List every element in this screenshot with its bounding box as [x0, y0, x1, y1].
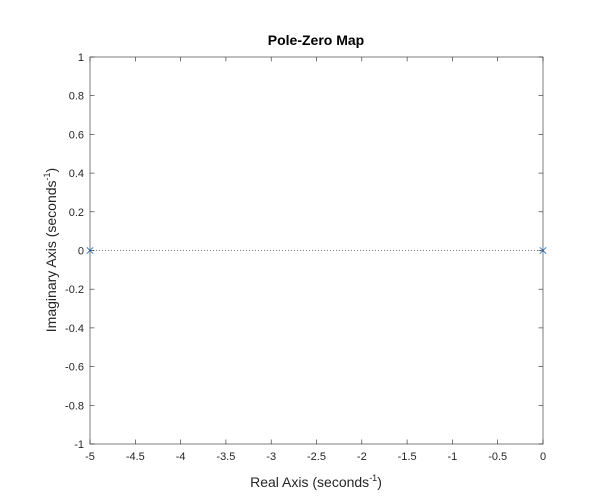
y-tick-label: -0.6: [65, 362, 84, 374]
x-axis-label-text: Real Axis (seconds: [250, 474, 369, 490]
y-axis-label-close: ): [43, 168, 59, 173]
y-tick-label: 0: [78, 246, 84, 258]
y-tick-label: -0.2: [65, 284, 84, 296]
axes-box: [89, 56, 544, 445]
y-tick-label: -1: [74, 439, 84, 451]
x-axis-label-exponent: -1: [369, 473, 377, 483]
x-tick-label: -0.5: [488, 451, 507, 463]
x-axis-label-close: ): [377, 474, 382, 490]
y-tick-labels: -1 -0.8 -0.6 -0.4 -0.2 0 0.2 0.4 0.6 0.8 1: [65, 52, 84, 451]
x-tick-label: -2.5: [307, 451, 326, 463]
x-tick-label: -1: [448, 451, 458, 463]
y-axis-label-text: Imaginary Axis (seconds: [43, 180, 59, 332]
y-tick-label: 1: [78, 52, 84, 64]
y-axis-label: Imaginary Axis (seconds-1): [42, 168, 59, 332]
y-tick-label: 0.8: [69, 91, 84, 103]
y-axis-label-exponent: -1: [42, 172, 52, 180]
x-tick-label: 0: [540, 451, 546, 463]
x-tick-labels: -5 -4.5 -4 -3.5 -3 -2.5 -2 -1.5 -1 -0.5 0: [85, 451, 546, 463]
plot-area: [90, 57, 543, 444]
x-tick-label: -3.5: [216, 451, 235, 463]
y-tick-label: 0.6: [69, 129, 84, 141]
x-tick-label: -2: [357, 451, 367, 463]
x-tick-label: -4.5: [126, 451, 145, 463]
x-tick-label: -5: [85, 451, 95, 463]
y-tick-label: -0.8: [65, 400, 84, 412]
y-tick-label: 0.2: [69, 207, 84, 219]
x-tick-label: -4: [176, 451, 186, 463]
y-tick-label: -0.4: [65, 323, 84, 335]
chart-title: Pole-Zero Map: [268, 32, 364, 48]
x-tick-label: -3: [266, 451, 276, 463]
x-tick-label: -1.5: [398, 451, 417, 463]
y-tick-label: 0.4: [69, 168, 84, 180]
x-axis-label: Real Axis (seconds-1): [250, 473, 382, 490]
